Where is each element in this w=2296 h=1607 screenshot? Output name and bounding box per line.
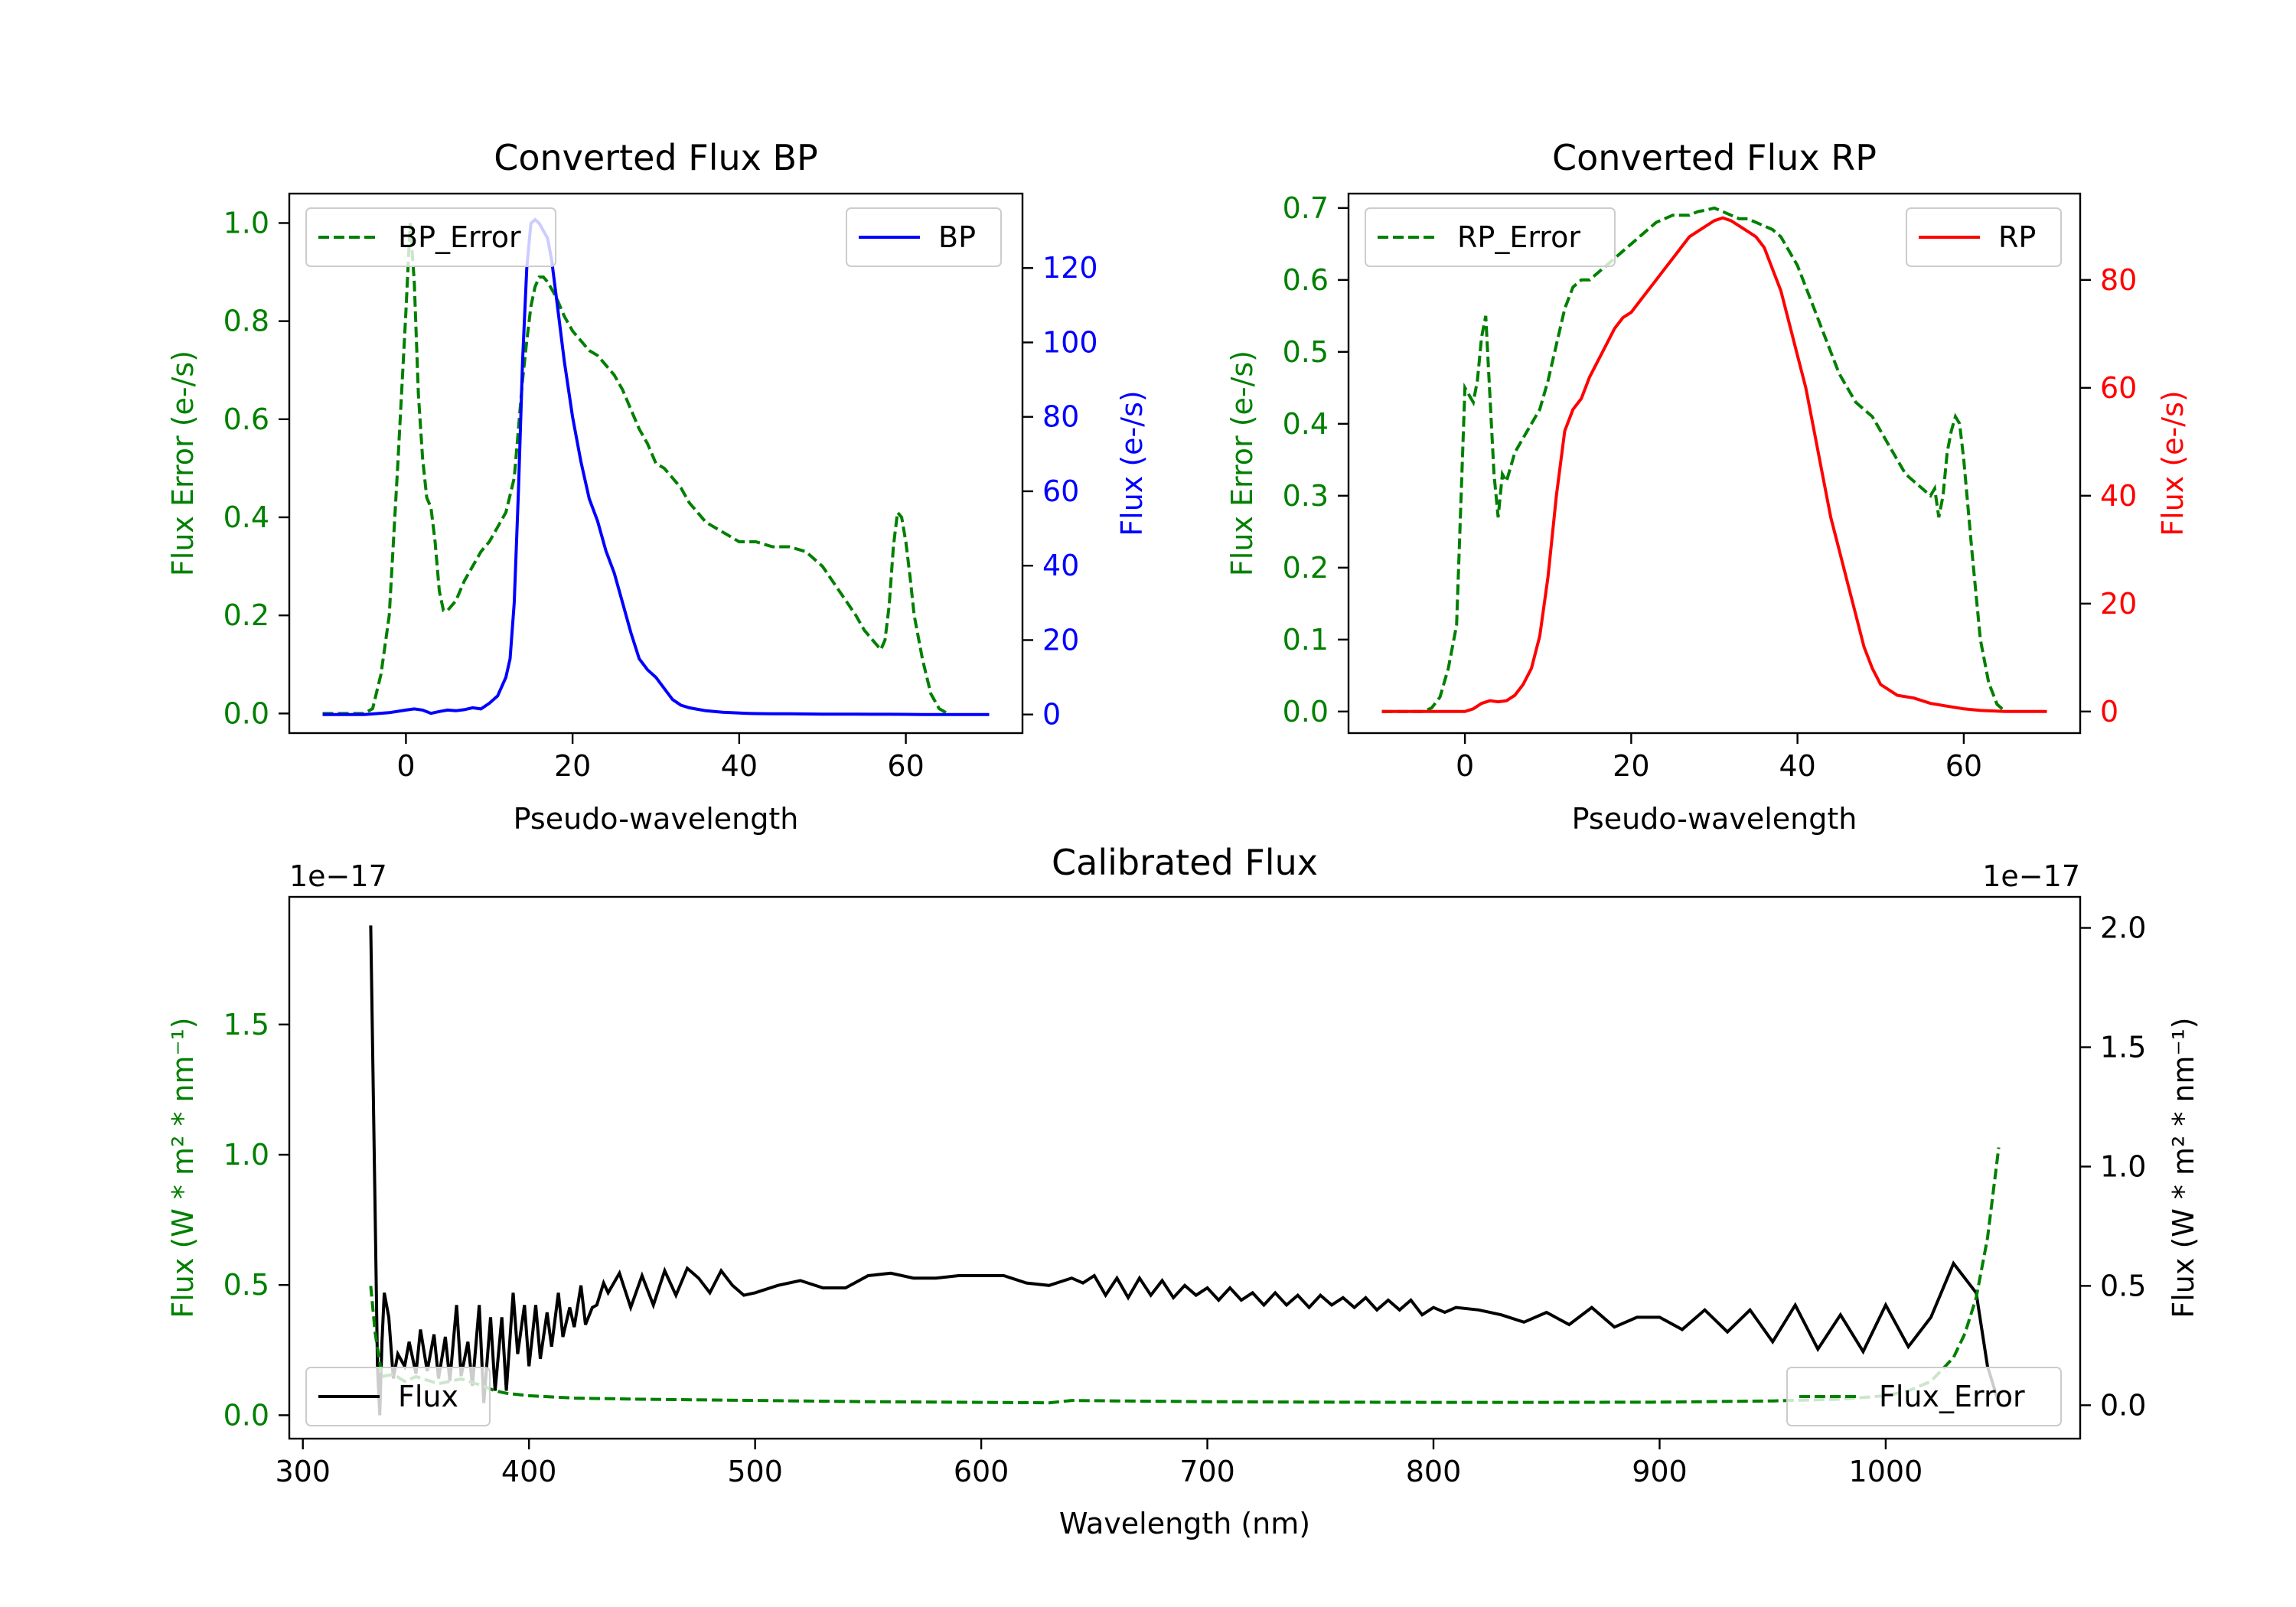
y-right-tick-label: 100 bbox=[1042, 325, 1098, 359]
y-left-scale-label: 1e−17 bbox=[289, 859, 387, 893]
legend-label: BP_Error bbox=[398, 220, 521, 254]
legend-label: Flux bbox=[398, 1380, 458, 1413]
y-right-tick-label: 0.5 bbox=[2100, 1269, 2146, 1302]
x-axis-label: Wavelength (nm) bbox=[1059, 1507, 1310, 1540]
flux-series-line bbox=[369, 925, 2001, 1416]
axes-frame bbox=[1347, 192, 2082, 735]
y-left-tick-label: 0.6 bbox=[1283, 263, 1329, 297]
legend-error: BP_Error bbox=[305, 207, 556, 267]
y-left-tick-label: 0.2 bbox=[223, 598, 269, 632]
legend-flux-error: Flux_Error bbox=[1786, 1367, 2062, 1426]
chart-title: Converted Flux BP bbox=[494, 137, 818, 178]
legend-flux: Flux bbox=[305, 1367, 491, 1426]
x-axis-label: Pseudo-wavelength bbox=[514, 802, 799, 836]
y-left-axis-label: Flux Error (e-/s) bbox=[1225, 350, 1259, 576]
y-left-tick-label: 0.2 bbox=[1283, 551, 1329, 585]
y-right-tick-label: 80 bbox=[1042, 400, 1079, 434]
y-right-tick-label: 2.0 bbox=[2100, 911, 2146, 945]
y-right-tick-label: 60 bbox=[2100, 371, 2137, 405]
y-left-tick-label: 0.0 bbox=[1283, 695, 1329, 729]
x-tick-label: 0 bbox=[1456, 749, 1474, 783]
y-left-tick-label: 1.5 bbox=[223, 1008, 269, 1041]
y-left-axis-label: Flux Error (e-/s) bbox=[166, 350, 200, 576]
y-left-axis-label: Flux (W * m² * nm⁻¹) bbox=[166, 1017, 200, 1318]
x-tick-label: 700 bbox=[1179, 1455, 1235, 1488]
x-tick-label: 60 bbox=[1945, 749, 1982, 783]
legend-label: RP_Error bbox=[1457, 220, 1580, 254]
x-tick-label: 500 bbox=[727, 1455, 783, 1488]
y-left-tick-label: 0.0 bbox=[223, 1398, 269, 1432]
y-left-tick-label: 0.6 bbox=[223, 403, 269, 436]
chart-title: Calibrated Flux bbox=[1052, 842, 1318, 883]
y-right-tick-label: 0.0 bbox=[2100, 1388, 2146, 1422]
legend-flux: RP bbox=[1906, 207, 2062, 267]
y-right-tick-label: 120 bbox=[1042, 251, 1098, 285]
y-left-tick-label: 0.7 bbox=[1283, 191, 1329, 225]
legend-box bbox=[1365, 207, 1616, 267]
y-right-tick-label: 80 bbox=[2100, 263, 2137, 297]
legend-label: Flux_Error bbox=[1879, 1380, 2025, 1413]
x-tick-label: 40 bbox=[721, 749, 758, 783]
x-tick-label: 60 bbox=[887, 749, 924, 783]
x-tick-label: 20 bbox=[554, 749, 591, 783]
y-right-tick-label: 20 bbox=[1042, 623, 1079, 657]
x-tick-label: 0 bbox=[396, 749, 415, 783]
y-right-tick-label: 0 bbox=[2100, 695, 2118, 729]
y-left-tick-label: 0.5 bbox=[1283, 335, 1329, 369]
y-left-tick-label: 0.5 bbox=[223, 1268, 269, 1302]
y-right-scale-label: 1e−17 bbox=[1982, 859, 2080, 893]
chart-title: Converted Flux RP bbox=[1552, 137, 1877, 178]
y-right-tick-label: 40 bbox=[2100, 479, 2137, 513]
error-series-line bbox=[322, 223, 949, 715]
x-axis-label: Pseudo-wavelength bbox=[1572, 802, 1857, 836]
y-right-axis-label: Flux (W * m² * nm⁻¹) bbox=[2167, 1017, 2200, 1318]
x-tick-label: 400 bbox=[501, 1455, 557, 1488]
y-right-axis-label: Flux (e-/s) bbox=[1115, 390, 1149, 536]
legend-box bbox=[1786, 1367, 2062, 1426]
bp-chart-panel: Converted Flux BP 0 20 40 60 0.0 0.2 0.4 0.6 0.8 1… bbox=[166, 137, 1149, 836]
y-left-tick-label: 0.8 bbox=[223, 305, 269, 338]
x-tick-label: 600 bbox=[954, 1455, 1009, 1488]
x-tick-label: 300 bbox=[275, 1455, 331, 1488]
y-left-tick-label: 1.0 bbox=[223, 1138, 269, 1172]
legend-box bbox=[305, 1367, 491, 1426]
legend-label: RP bbox=[1998, 220, 2036, 254]
legend-error: RP_Error bbox=[1365, 207, 1616, 267]
axes-frame bbox=[288, 192, 1024, 735]
plot-lines bbox=[1381, 206, 2047, 713]
legend-box bbox=[305, 207, 556, 267]
calibrated-flux-chart-panel: Calibrated Flux 300 400 500 600 700 800 900 1000… bbox=[166, 842, 2200, 1540]
legend-label: BP bbox=[938, 220, 976, 254]
y-right-tick-label: 0 bbox=[1042, 698, 1061, 732]
y-right-axis-label: Flux (e-/s) bbox=[2156, 390, 2190, 536]
legend-flux: BP bbox=[846, 207, 1002, 267]
x-tick-label: 800 bbox=[1406, 1455, 1462, 1488]
y-right-tick-label: 20 bbox=[2100, 587, 2137, 621]
y-left-tick-label: 1.0 bbox=[223, 206, 269, 240]
legend-box bbox=[1906, 207, 2062, 267]
y-right-tick-label: 1.5 bbox=[2100, 1030, 2146, 1064]
error-series-line bbox=[1381, 206, 2007, 713]
legend-box bbox=[846, 207, 1002, 267]
x-tick-label: 1000 bbox=[1849, 1455, 1923, 1488]
flux-series-line bbox=[322, 217, 990, 716]
y-right-tick-label: 40 bbox=[1042, 549, 1079, 582]
x-tick-label: 900 bbox=[1632, 1455, 1688, 1488]
y-right-tick-label: 60 bbox=[1042, 474, 1079, 508]
y-right-tick-label: 1.0 bbox=[2100, 1149, 2146, 1183]
y-left-tick-label: 0.0 bbox=[223, 696, 269, 730]
x-tick-label: 40 bbox=[1779, 749, 1815, 783]
x-tick-label: 20 bbox=[1613, 749, 1649, 783]
y-left-tick-label: 0.4 bbox=[1283, 407, 1329, 441]
y-left-tick-label: 0.3 bbox=[1283, 479, 1329, 513]
rp-chart-panel: Converted Flux RP 0 20 40 60 0.0 0.1 0.2 0.3 0.4 0… bbox=[1225, 137, 2190, 836]
y-left-tick-label: 0.1 bbox=[1283, 623, 1329, 657]
y-left-tick-label: 0.4 bbox=[223, 500, 269, 534]
flux-series-line bbox=[1381, 216, 2047, 713]
axes-frame bbox=[288, 895, 2082, 1440]
plot-lines bbox=[322, 217, 990, 716]
